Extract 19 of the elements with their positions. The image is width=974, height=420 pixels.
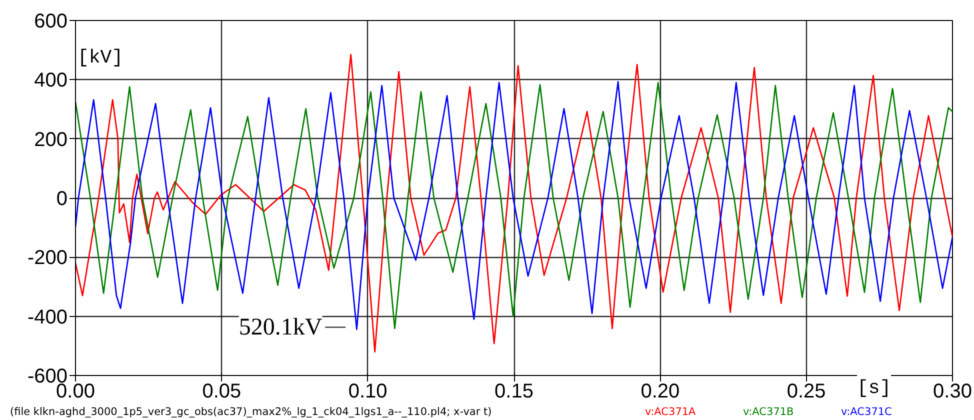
x-tick-label: 0.20	[640, 380, 680, 402]
y-tick-label: 400	[34, 70, 68, 92]
text: (file klkn-aghd_3000_1p5_ver3_gc_obs(ac37)_max2%_lg_1_ck04_1lgs1_a--_110.pl4; x-var t)	[10, 405, 492, 420]
y-tick-label: 200	[34, 128, 68, 151]
text: v:AC371C	[841, 405, 892, 420]
y-tick-label: 600	[34, 10, 68, 32]
y-tick-label: -200	[27, 247, 68, 270]
y-tick-label: -400	[27, 306, 68, 328]
annotation: 520.1kV	[238, 314, 323, 340]
x-tick-label: 0.05	[202, 380, 242, 402]
text: v:AC371A	[645, 405, 696, 420]
y-axis-title: [kV]	[78, 46, 124, 68]
x-tick-label: 0.30	[933, 380, 972, 402]
x-axis-title: [s]	[857, 375, 892, 402]
text: v:AC371B	[743, 405, 794, 420]
y-tick-label: 0	[56, 188, 68, 210]
x-tick-label: 0.25	[786, 380, 826, 402]
x-tick-label: 0.15	[494, 380, 534, 402]
x-tick-label: 0.10	[348, 380, 388, 402]
